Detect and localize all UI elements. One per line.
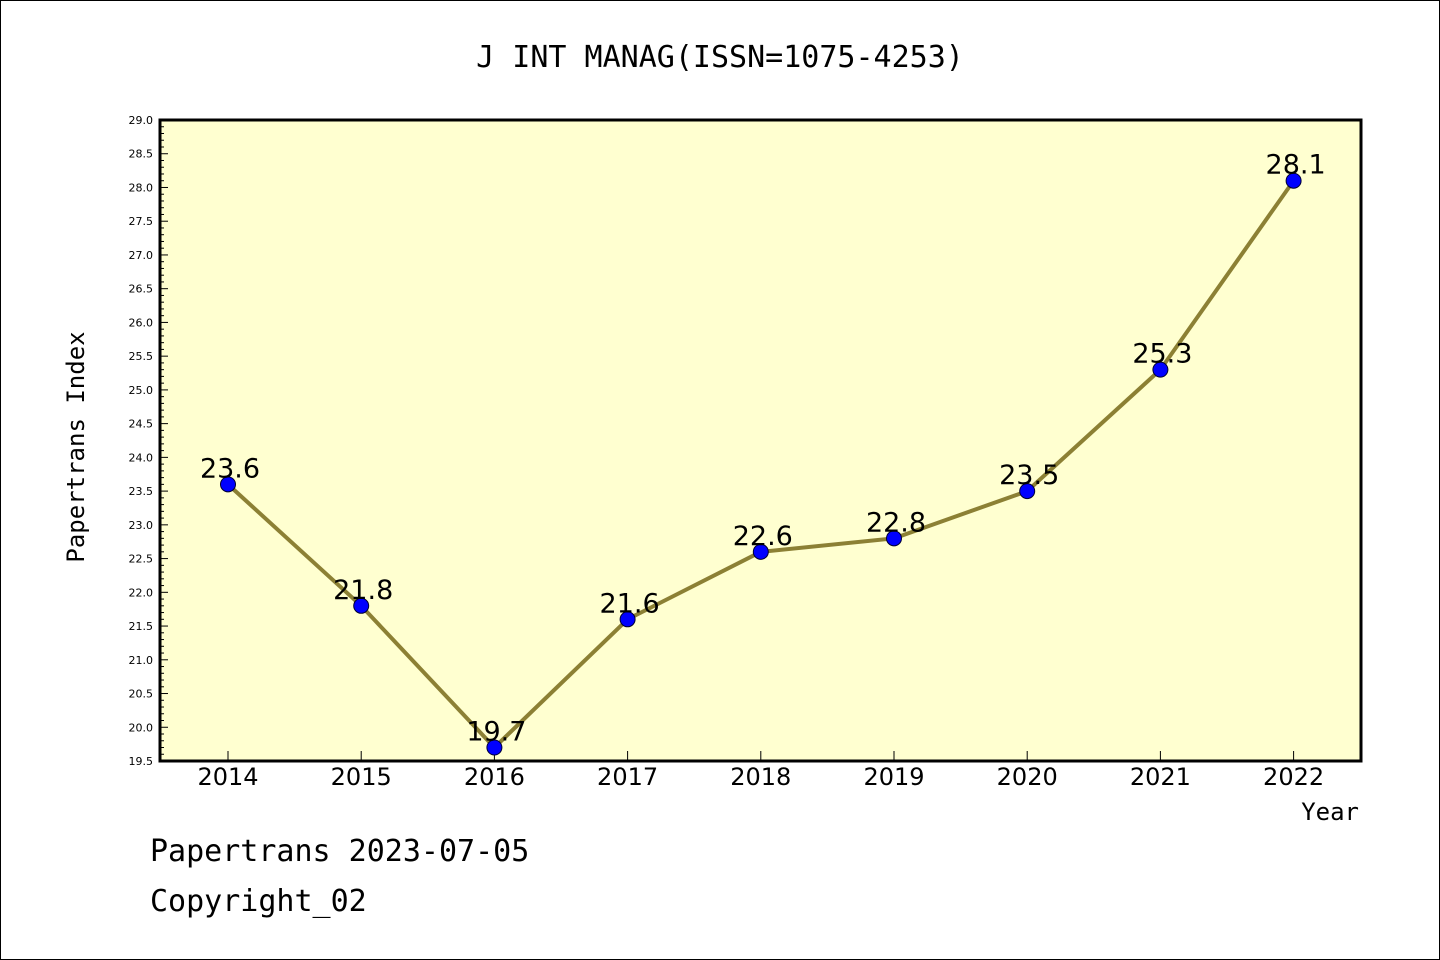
x-axis: 2014 2015 2016 2017 2018 2019 2020 2021 2022: [197, 751, 1324, 791]
data-label: 22.6: [733, 521, 793, 552]
y-tick-label: 27.0: [129, 249, 154, 262]
x-axis-label: Year: [1301, 798, 1359, 826]
data-label: 28.1: [1266, 150, 1326, 181]
y-tick-label: 25.0: [129, 384, 154, 397]
data-label: 21.6: [600, 588, 660, 619]
y-tick-label: 26.5: [129, 283, 154, 296]
data-label: 19.7: [466, 717, 526, 748]
footer-date: Papertrans 2023-07-05: [150, 834, 530, 869]
data-point: [220, 476, 236, 493]
y-tick-label: 27.5: [129, 215, 154, 228]
x-tick-label: 2017: [597, 763, 658, 791]
data-label: 22.8: [866, 507, 926, 538]
y-tick-label: 25.5: [129, 350, 154, 363]
y-tick-label: 28.5: [129, 148, 154, 161]
data-point: [486, 739, 503, 756]
y-tick-label: 22.5: [129, 553, 154, 566]
y-tick-label: 19.5: [129, 755, 154, 768]
y-tick-label: 29.0: [129, 114, 154, 127]
x-tick-label: 2014: [197, 763, 258, 791]
x-tick-label: 2015: [331, 763, 392, 791]
plot-border: [158, 118, 1363, 763]
x-tick-label: 2019: [863, 763, 924, 791]
data-label: 23.6: [200, 453, 260, 484]
plot-area: [160, 120, 1361, 761]
y-tick-label: 22.0: [129, 586, 154, 599]
y-tick-label: 21.5: [129, 620, 154, 633]
data-point: [1152, 361, 1169, 378]
data-label: 23.5: [999, 460, 1059, 491]
data-point: [619, 611, 636, 628]
x-tick-label: 2018: [730, 763, 791, 791]
series-markers: [220, 172, 1302, 756]
y-tick-label: 23.0: [129, 519, 154, 532]
y-tick-label: 24.5: [129, 418, 154, 431]
y-tick-label: 23.5: [129, 485, 154, 498]
y-tick-label: 28.0: [129, 181, 154, 194]
y-axis-label: Papertrans Index: [62, 331, 90, 562]
y-tick-label: 20.0: [129, 721, 154, 734]
y-axis: 19.5 20.0 20.5 21.0 21.5 22.0 22.5 23.0 23.5 24.0…: [129, 114, 168, 768]
y-tick-label: 21.0: [129, 654, 154, 667]
y-tick-label: 26.0: [129, 316, 154, 329]
data-label: 21.8: [333, 575, 393, 606]
chart-title: J INT MANAG(ISSN=1075-4253): [476, 40, 964, 75]
data-point: [752, 543, 769, 560]
data-label: 25.3: [1132, 339, 1192, 370]
y-tick-label: 20.5: [129, 688, 154, 701]
x-tick-label: 2021: [1130, 763, 1191, 791]
data-point: [353, 597, 370, 614]
data-point: [1019, 483, 1036, 500]
x-tick-label: 2022: [1263, 763, 1324, 791]
data-point: [1285, 172, 1302, 189]
x-tick-label: 2016: [464, 763, 525, 791]
data-point: [886, 530, 902, 547]
x-tick-label: 2020: [997, 763, 1058, 791]
footer-copyright: Copyright_02: [150, 884, 367, 919]
y-tick-label: 24.0: [129, 451, 154, 464]
data-labels: 23.6 21.8 19.7 21.6 22.6 22.8 23.5 25.3 28.1: [200, 150, 1326, 748]
